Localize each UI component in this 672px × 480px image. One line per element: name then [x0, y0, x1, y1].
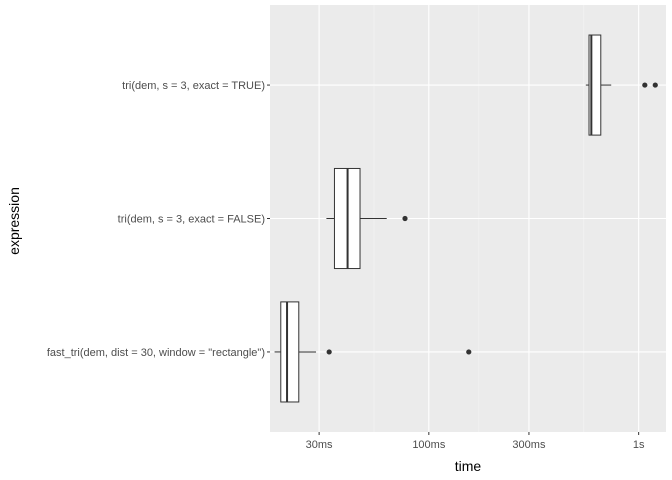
x-axis-ticks: 30ms 100ms 300ms 1s [306, 432, 645, 451]
outlier-point [642, 82, 648, 88]
iqr-box [280, 301, 300, 403]
boxes-layer [274, 34, 658, 403]
iqr-box [588, 34, 602, 136]
x-tick-label: 100ms [412, 439, 446, 451]
x-tick-label: 30ms [306, 439, 333, 451]
outlier-point [652, 82, 658, 88]
y-tick-label: fast_tri(dem, dist = 30, window = "recta… [47, 347, 265, 359]
box-2 [585, 34, 658, 136]
y-tick-label: tri(dem, s = 3, exact = TRUE) [122, 80, 265, 92]
y-axis-title: expression [6, 187, 22, 255]
outlier-point [326, 349, 332, 355]
x-tick-label: 300ms [512, 439, 546, 451]
box-1 [326, 167, 408, 270]
x-tick-label: 1s [633, 439, 645, 451]
y-tick-label: tri(dem, s = 3, exact = FALSE) [118, 214, 265, 226]
outlier-point [402, 215, 408, 222]
x-axis-title: time [455, 458, 482, 474]
y-axis-ticks: fast_tri(dem, dist = 30, window = "recta… [47, 80, 270, 359]
box-0 [274, 301, 472, 403]
outlier-point [466, 349, 472, 355]
